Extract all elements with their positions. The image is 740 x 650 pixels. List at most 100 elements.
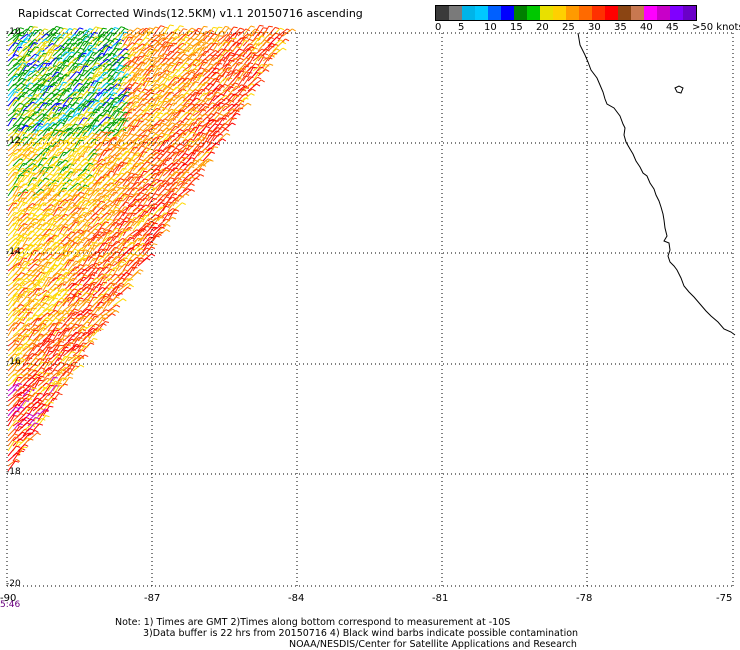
wind-barb-flag — [74, 194, 79, 197]
wind-barb-flag — [79, 191, 85, 194]
wind-barb-flag — [157, 41, 162, 45]
wind-barb — [12, 386, 22, 397]
wind-barb-flag — [143, 47, 148, 50]
wind-barb-flag — [160, 106, 165, 109]
wind-barb-flag — [85, 230, 90, 232]
wind-barb-flag — [69, 55, 74, 58]
wind-barb — [167, 187, 175, 197]
wind-barb — [157, 212, 165, 222]
wind-barb-flag — [230, 99, 235, 103]
wind-barb-flag — [14, 42, 19, 45]
wind-barb-flag — [75, 137, 80, 140]
wind-barb-flag — [240, 103, 245, 106]
wind-barb-flag — [179, 168, 184, 171]
wind-barb — [102, 298, 110, 307]
wind-barb — [102, 148, 110, 157]
wind-barb-flag — [139, 70, 144, 72]
wind-barb-flag — [64, 223, 69, 227]
wind-barb — [82, 127, 91, 137]
wind-barb — [7, 410, 17, 422]
wind-barb — [22, 385, 31, 392]
wind-barb — [57, 32, 64, 42]
wind-barb-flag — [181, 96, 186, 99]
wind-barb-flag — [38, 122, 44, 125]
wind-barb-flag — [128, 36, 133, 39]
wind-barb — [47, 241, 56, 252]
wind-barb-flag — [244, 86, 249, 89]
wind-barb-flag — [70, 278, 75, 282]
wind-barb — [132, 242, 144, 252]
wind-barb-flag — [60, 173, 65, 176]
wind-barb-flag — [24, 109, 29, 112]
wind-barb — [157, 32, 164, 42]
wind-barb — [22, 97, 33, 107]
wind-barb-flag — [102, 27, 107, 30]
wind-barb — [7, 99, 16, 112]
wind-barb-flag — [56, 356, 61, 359]
wind-barb — [47, 198, 56, 207]
wind-barb — [72, 287, 81, 297]
wind-barb — [37, 59, 47, 67]
wind-barb — [62, 268, 74, 277]
wind-barb — [202, 37, 212, 47]
wind-barb-flag — [85, 301, 90, 304]
wind-barb-flag — [93, 152, 98, 155]
wind-barb — [152, 76, 161, 87]
wind-barb — [72, 249, 81, 262]
wind-barb-flag — [225, 71, 230, 74]
wind-barb-flag — [14, 216, 19, 219]
wind-barb — [7, 233, 18, 242]
wind-barb — [82, 56, 91, 67]
wind-barb-flag — [99, 267, 104, 270]
wind-barb-flag — [104, 313, 109, 317]
wind-barb-flag — [179, 128, 184, 132]
wind-barb — [127, 207, 139, 217]
wind-barb-flag — [134, 82, 139, 85]
wind-barb — [27, 53, 36, 62]
wind-barb-flag — [199, 41, 204, 44]
wind-barb-flag — [160, 185, 165, 187]
wind-barb-flag — [99, 327, 104, 331]
wind-barb — [42, 208, 50, 217]
wind-barb — [122, 127, 132, 137]
wind-barb-flag — [18, 107, 23, 110]
wind-barb — [122, 59, 131, 67]
wind-barb — [37, 215, 46, 227]
wind-barb-flag — [173, 96, 178, 98]
wind-barb-flag — [43, 235, 48, 238]
wind-barb-flag — [160, 33, 165, 37]
wind-barb-flag — [190, 118, 195, 121]
wind-barb — [72, 349, 82, 357]
wind-barb-flag — [195, 148, 200, 152]
wind-barb — [77, 312, 88, 322]
wind-barb — [62, 372, 70, 382]
wind-barb — [72, 38, 80, 47]
wind-barb — [47, 75, 56, 87]
wind-barb — [7, 168, 15, 177]
wind-barb-flag — [155, 217, 160, 220]
wind-barb-flag — [31, 363, 36, 367]
wind-barb — [207, 88, 218, 97]
wind-barb — [207, 119, 216, 127]
wind-barb — [177, 49, 187, 57]
wind-barb-flag — [220, 30, 226, 33]
wind-barb-flag — [59, 277, 64, 280]
wind-barb-flag — [168, 212, 173, 215]
wind-barb-flag — [70, 110, 76, 113]
wind-barb — [7, 353, 15, 362]
wind-barb — [77, 59, 85, 67]
wind-barb-flag — [179, 143, 184, 146]
wind-barb — [207, 95, 216, 107]
wind-barb — [42, 288, 51, 297]
wind-barb-flag — [168, 42, 173, 44]
wind-barb — [32, 367, 42, 377]
wind-speed-legend: 0 5 10 15 20 25 30 35 40 45 >50 knots — [435, 4, 740, 36]
wind-barb — [47, 348, 57, 357]
wind-barb-flag — [38, 247, 43, 250]
wind-barb-flag — [114, 273, 119, 277]
wind-barb — [182, 183, 192, 192]
wind-barb — [132, 186, 141, 197]
wind-barb-flag — [251, 88, 256, 92]
wind-barb — [7, 113, 17, 122]
wind-barb — [52, 106, 60, 117]
